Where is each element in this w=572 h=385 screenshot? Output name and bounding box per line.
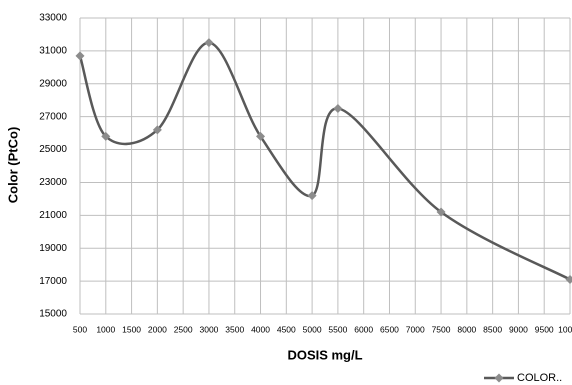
y-tick-label: 19000 bbox=[39, 243, 67, 254]
x-tick-label: 2000 bbox=[148, 324, 167, 334]
x-tick-label: 5000 bbox=[303, 324, 322, 334]
legend-label: COLOR.. bbox=[517, 372, 562, 384]
x-tick-label: 1500 bbox=[122, 324, 141, 334]
x-tick-label: 4000 bbox=[251, 324, 270, 334]
x-tick-label: 4500 bbox=[277, 324, 296, 334]
y-tick-label: 17000 bbox=[39, 276, 67, 287]
x-tick-label: 9500 bbox=[535, 324, 554, 334]
x-tick-label: 2500 bbox=[174, 324, 193, 334]
x-tick-label: 7000 bbox=[406, 324, 425, 334]
x-tick-label: 5500 bbox=[328, 324, 347, 334]
x-axis-title: DOSIS mg/L bbox=[287, 347, 362, 362]
y-tick-label: 29000 bbox=[39, 78, 67, 89]
x-tick-label: 3500 bbox=[225, 324, 244, 334]
marker bbox=[436, 207, 446, 217]
x-tick-label: 500 bbox=[73, 324, 87, 334]
marker bbox=[256, 131, 266, 141]
y-tick-label: 23000 bbox=[39, 177, 67, 188]
y-tick-label: 31000 bbox=[39, 46, 67, 57]
marker bbox=[204, 38, 214, 48]
x-tick-label: 8000 bbox=[457, 324, 476, 334]
y-tick-label: 33000 bbox=[39, 13, 67, 24]
marker bbox=[307, 191, 317, 201]
y-tick-label: 27000 bbox=[39, 111, 67, 122]
y-tick-label: 15000 bbox=[39, 309, 67, 320]
marker bbox=[101, 131, 111, 141]
x-tick-label: 6500 bbox=[380, 324, 399, 334]
line bbox=[78, 41, 571, 281]
x-tick-label: 10000 bbox=[558, 324, 572, 334]
x-tick-label: 3000 bbox=[199, 324, 218, 334]
marker bbox=[333, 103, 343, 113]
legend-marker bbox=[494, 373, 504, 383]
y-tick-label: 25000 bbox=[39, 144, 67, 155]
x-tick-label: 1000 bbox=[96, 324, 115, 334]
x-tick-label: 9000 bbox=[509, 324, 528, 334]
y-axis-title: Color (PtCo) bbox=[5, 127, 20, 204]
marker bbox=[75, 51, 85, 61]
x-tick-label: 7500 bbox=[432, 324, 451, 334]
marker bbox=[152, 125, 162, 135]
y-tick-label: 21000 bbox=[39, 210, 67, 221]
x-tick-label: 6000 bbox=[354, 324, 373, 334]
marker bbox=[565, 274, 572, 284]
x-tick-label: 8500 bbox=[483, 324, 502, 334]
